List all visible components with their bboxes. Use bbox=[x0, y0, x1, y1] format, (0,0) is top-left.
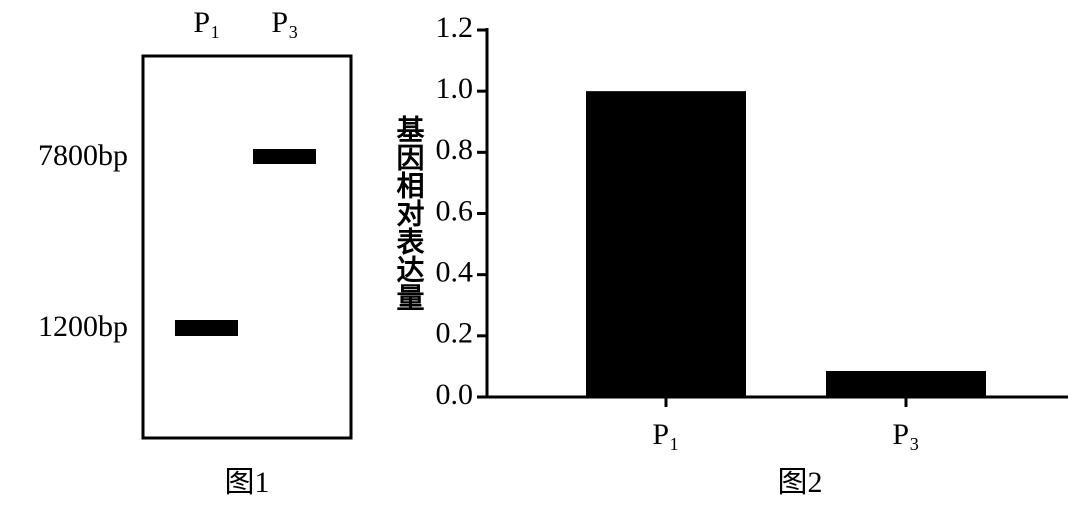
marker-label: 1200bp bbox=[38, 310, 128, 343]
y-tick-label: 1.2 bbox=[436, 11, 474, 44]
lane-label: P₁ bbox=[193, 6, 220, 39]
y-tick-label: 0.6 bbox=[436, 194, 474, 227]
y-tick-label: 0.8 bbox=[436, 133, 474, 166]
y-tick-label: 0.4 bbox=[436, 256, 474, 289]
lane-label: P₃ bbox=[271, 6, 298, 39]
y-tick-label: 1.0 bbox=[436, 72, 474, 105]
bar bbox=[826, 371, 986, 397]
x-tick-label: P₁ bbox=[652, 418, 679, 451]
caption: 图1 bbox=[225, 466, 270, 499]
gel-box bbox=[141, 54, 353, 440]
gel-band bbox=[253, 149, 316, 164]
y-tick-label: 0.2 bbox=[436, 317, 474, 350]
marker-label: 7800bp bbox=[38, 139, 128, 172]
x-tick-label: P₃ bbox=[892, 418, 919, 451]
bar bbox=[586, 91, 746, 398]
gel-band bbox=[175, 320, 238, 336]
caption: 图2 bbox=[778, 466, 823, 499]
y-axis-label: 基因相对表达量 bbox=[393, 115, 425, 311]
y-tick-label: 0.0 bbox=[436, 378, 474, 411]
